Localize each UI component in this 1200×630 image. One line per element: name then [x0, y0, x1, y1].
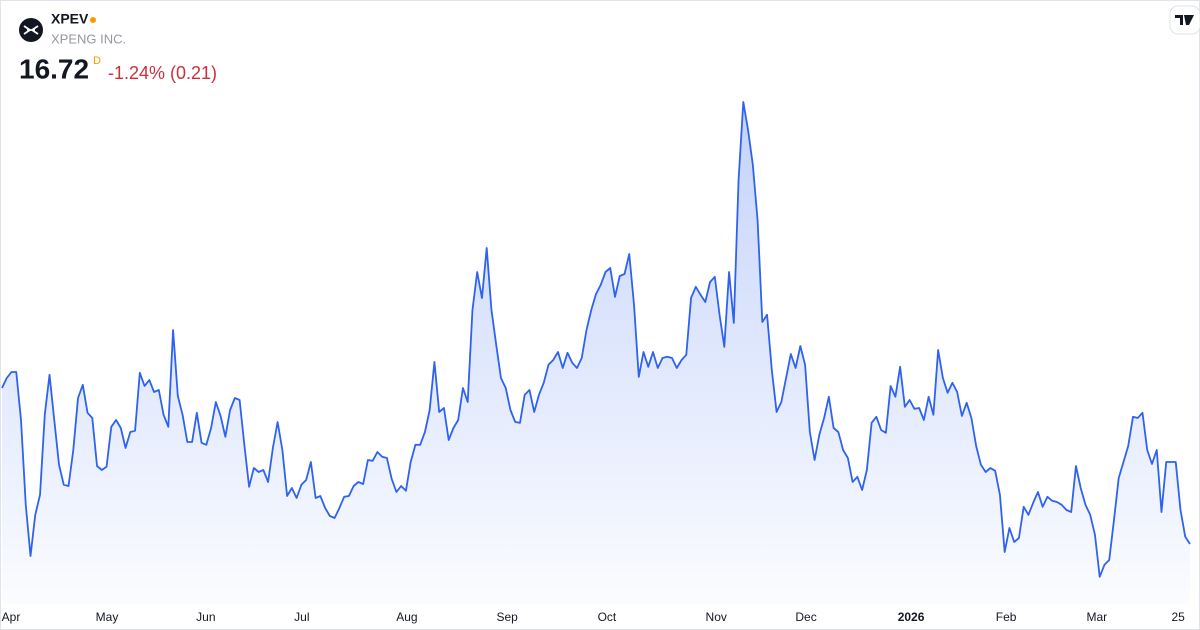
x-tick-label: Jul — [294, 610, 309, 624]
x-tick-label: 2026 — [898, 610, 925, 624]
x-tick-label: Dec — [795, 610, 816, 624]
company-name: XPENG INC. — [51, 31, 126, 46]
symbol: XPEV — [51, 11, 89, 27]
x-tick-label: Jun — [196, 610, 215, 624]
area — [2, 102, 1190, 604]
interval: D — [93, 55, 101, 67]
x-tick-label: Feb — [996, 610, 1017, 624]
x-tick-label: Oct — [598, 610, 617, 624]
line — [1, 101, 1191, 578]
plot: Apr May Jun Jul Aug Sep Oct Nov Dec 2026 Feb Mar 25 — [1, 101, 1191, 624]
status-dot — [90, 17, 96, 23]
x-tick-label: Apr — [2, 610, 21, 624]
x-tick-label: May — [96, 610, 119, 624]
x-tick-label: Mar — [1087, 610, 1108, 624]
price: 16.72 — [19, 53, 89, 84]
x-tick-label: Sep — [496, 610, 518, 624]
x-tick-label: Nov — [706, 610, 727, 624]
x-tick-label: 25 — [1171, 610, 1185, 624]
logo — [19, 18, 43, 42]
change: -1.24% (0.21) — [108, 63, 217, 83]
tradingview-logo[interactable] — [1169, 5, 1200, 35]
x-tick-label: Aug — [396, 610, 417, 624]
